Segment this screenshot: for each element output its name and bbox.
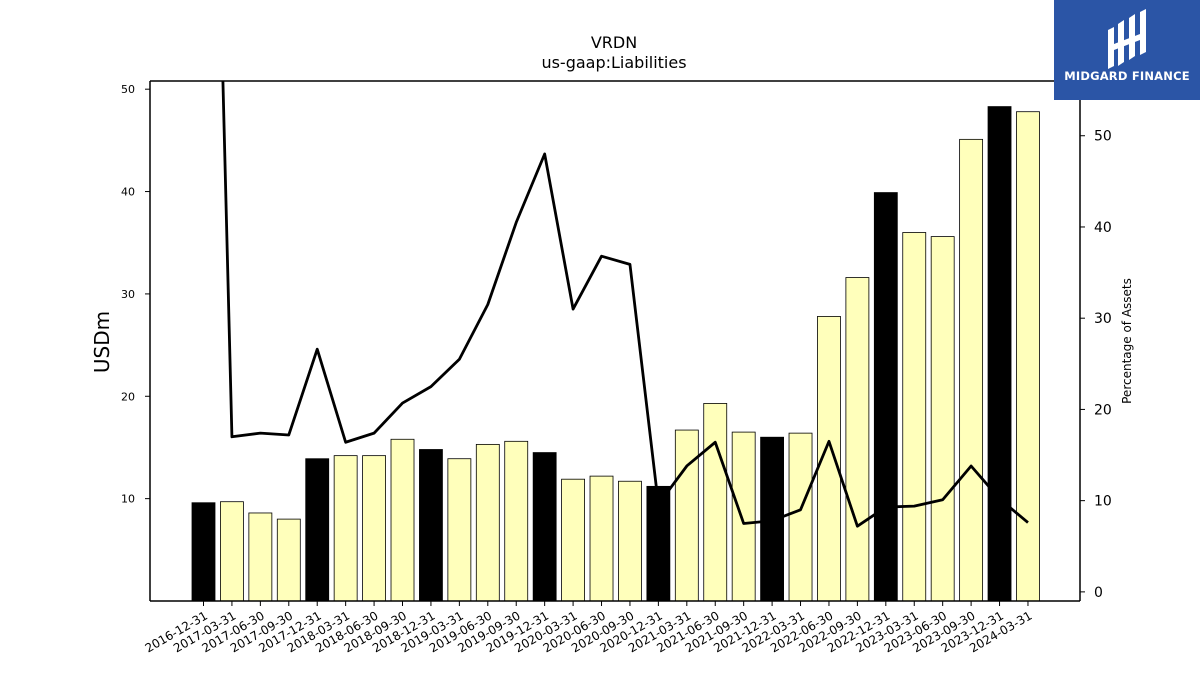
y2-axis-label: Percentage of Assets: [1120, 278, 1134, 404]
line-layer: [221, 81, 1029, 528]
chart-title: VRDN: [591, 33, 637, 52]
y-tick-label: 30: [121, 288, 135, 301]
bar: [987, 106, 1012, 602]
y2-tick-label: 0: [1094, 585, 1103, 601]
bar: [731, 431, 756, 602]
bar: [618, 480, 642, 602]
y-tick-label: 20: [121, 390, 135, 403]
brand-logo: MIDGARD FINANCE: [1054, 0, 1200, 100]
bar: [475, 443, 500, 602]
bar: [532, 452, 557, 602]
bar: [902, 232, 927, 602]
bar: [1016, 111, 1040, 602]
bar: [220, 501, 244, 602]
bar: [362, 455, 386, 602]
bar: [845, 277, 870, 602]
percentage-line: [221, 81, 1029, 528]
bar: [930, 236, 955, 602]
bar: [419, 449, 443, 602]
y2-tick-label: 50: [1094, 129, 1112, 145]
y2-tick-label: 30: [1094, 311, 1112, 327]
bar: [191, 502, 216, 602]
bar: [305, 458, 330, 602]
bar: [703, 403, 728, 602]
bar: [447, 458, 472, 602]
bar: [674, 429, 699, 602]
logo-text: MIDGARD FINANCE: [1064, 69, 1190, 83]
chart-subtitle: us-gaap:Liabilities: [541, 53, 686, 72]
bar: [959, 138, 984, 602]
bar: [788, 432, 813, 602]
y-tick-label: 50: [121, 83, 135, 96]
bar: [589, 475, 614, 602]
y-tick-label: 10: [121, 493, 135, 506]
y2-tick-label: 20: [1094, 402, 1112, 418]
y2-tick-label: 10: [1094, 494, 1112, 510]
logo-mark-icon: [1054, 0, 1200, 100]
y-axis-label: USDm: [90, 311, 114, 373]
bar: [333, 455, 358, 602]
y2-tick-label: 40: [1094, 220, 1112, 236]
bars-layer: [191, 106, 1040, 602]
bar: [504, 440, 529, 602]
y-tick-label: 40: [121, 186, 135, 199]
bar: [248, 512, 273, 602]
bar: [276, 518, 301, 602]
bar: [390, 438, 415, 602]
bar: [561, 478, 585, 602]
bar: [873, 192, 898, 602]
